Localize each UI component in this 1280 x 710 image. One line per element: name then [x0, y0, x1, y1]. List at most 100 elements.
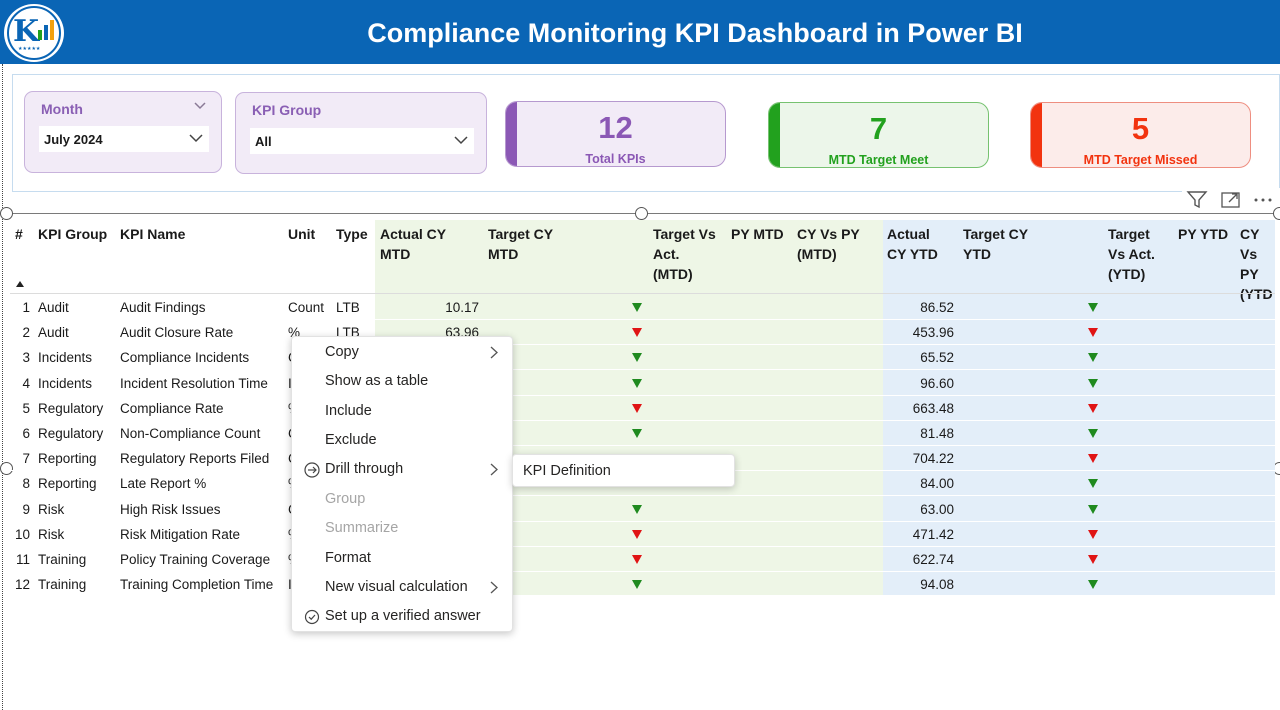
column-header-num[interactable]: #: [15, 226, 23, 242]
card-accent-bar: [1031, 103, 1042, 167]
svg-text:K: K: [13, 14, 40, 49]
resize-handle[interactable]: [1273, 207, 1280, 220]
menu-item-label: Group: [325, 491, 366, 507]
menu-item-label: Show as a table: [325, 373, 429, 389]
cell-num: 10: [14, 526, 30, 542]
sort-ascending-icon[interactable]: [16, 281, 24, 287]
drill-through-submenu-kpi-definition[interactable]: KPI Definition: [512, 454, 735, 487]
svg-text:★★★★★: ★★★★★: [18, 46, 41, 52]
cell-kpi-group: Regulatory: [38, 400, 104, 416]
table-row[interactable]: 4 Incidents Incident Resolution Time I 96.60: [10, 371, 1275, 396]
cell-unit: I: [288, 577, 292, 593]
column-header-target-cy-ytd[interactable]: Target CY YTD: [963, 224, 1028, 264]
cell-actual-cy-mtd: 10.17: [445, 300, 479, 315]
cell-actual-cy-ytd: 663.48: [912, 400, 954, 416]
more-options-icon[interactable]: [1252, 190, 1274, 210]
cell-kpi-name: Audit Findings: [120, 300, 206, 315]
header-line-2: YTD: [963, 246, 991, 262]
target-met-icon: [1088, 378, 1098, 388]
target-met-icon: [632, 378, 642, 388]
header-line-3: (MTD): [653, 266, 693, 282]
cell-num: 7: [22, 451, 30, 467]
cell-kpi-group: Reporting: [38, 476, 97, 492]
header-line-2: PY: [1240, 266, 1259, 282]
header-line-1: Actual: [887, 226, 930, 242]
cell-kpi-name: Late Report %: [120, 476, 207, 492]
menu-item-copy[interactable]: Copy: [292, 338, 512, 367]
total-kpis-card: 12 Total KPIs: [505, 101, 726, 167]
column-header-target-vs-act-ytd[interactable]: Target Vs Act. (YTD): [1108, 224, 1155, 284]
column-header-py-ytd[interactable]: PY YTD: [1178, 226, 1229, 242]
chevron-down-icon[interactable]: [193, 100, 207, 112]
card-value: 12: [598, 110, 633, 145]
resize-handle[interactable]: [0, 462, 13, 475]
column-header-target-cy-mtd[interactable]: Target CY MTD: [488, 224, 553, 264]
target-missed-icon: [1088, 403, 1098, 413]
header-line-1: Target: [1108, 226, 1150, 242]
cell-actual-cy-ytd: 81.48: [920, 426, 954, 441]
column-header-cy-vs-py-mtd[interactable]: CY Vs PY (MTD): [797, 224, 860, 264]
header-line-1: CY Vs: [1240, 226, 1260, 262]
chevron-right-icon: [490, 581, 498, 594]
column-header-kpi-name[interactable]: KPI Name: [120, 226, 186, 242]
menu-item-new-visual-calculation[interactable]: New visual calculation: [292, 573, 512, 602]
header-line-1: Target CY: [963, 226, 1029, 242]
menu-item-format[interactable]: Format: [292, 544, 512, 573]
resize-handle[interactable]: [0, 207, 13, 220]
cell-actual-cy-ytd: 96.60: [920, 375, 954, 391]
menu-item-set-up-a-verified-answer[interactable]: Set up a verified answer: [292, 602, 512, 631]
target-met-icon: [632, 303, 642, 312]
menu-item-label: Copy: [325, 344, 359, 360]
column-header-py-mtd[interactable]: PY MTD: [731, 226, 784, 242]
cell-num: 3: [22, 350, 30, 366]
menu-item-label: Set up a verified answer: [325, 608, 481, 624]
cell-kpi-group: Incidents: [38, 350, 93, 366]
column-header-unit[interactable]: Unit: [288, 226, 316, 242]
target-missed-icon: [632, 328, 642, 338]
column-header-actual-cy-ytd[interactable]: Actual CY YTD: [887, 224, 938, 264]
kpi-group-dropdown[interactable]: All: [250, 128, 474, 154]
menu-item-exclude[interactable]: Exclude: [292, 426, 512, 455]
filter-panel: Month July 2024 KPI Group All 12 Total K…: [12, 74, 1280, 192]
filter-icon[interactable]: [1186, 190, 1208, 210]
table-row[interactable]: 12 Training Training Completion Time I 94.08: [10, 572, 1275, 598]
menu-item-summarize: Summarize: [292, 514, 512, 543]
card-label: Total KPIs: [585, 152, 646, 166]
cell-actual-cy-ytd: 63.00: [920, 501, 954, 517]
column-header-actual-cy-mtd[interactable]: Actual CY MTD: [380, 224, 446, 264]
header-line-2: (MTD): [797, 246, 837, 262]
cell-kpi-group: Incidents: [38, 375, 93, 391]
focus-mode-icon[interactable]: [1220, 190, 1242, 210]
column-header-target-vs-act-mtd[interactable]: Target Vs Act. (MTD): [653, 224, 716, 284]
card-value: 7: [869, 111, 888, 146]
target-missed-icon: [632, 529, 642, 539]
month-dropdown[interactable]: July 2024: [39, 126, 209, 152]
column-header-type[interactable]: Type: [336, 226, 368, 242]
cell-kpi-group: Risk: [38, 526, 65, 542]
cell-actual-cy-ytd: 704.22: [912, 451, 954, 467]
target-missed-icon: [1088, 529, 1098, 539]
resize-handle[interactable]: [635, 207, 648, 220]
drill-through-icon: [304, 462, 320, 478]
cell-kpi-group: Reporting: [38, 451, 97, 467]
menu-item-include[interactable]: Include: [292, 397, 512, 426]
column-header-kpi-group[interactable]: KPI Group: [38, 226, 108, 242]
menu-item-show-as-a-table[interactable]: Show as a table: [292, 367, 512, 396]
target-met-icon: [1088, 429, 1098, 438]
column-header-cy-vs-py-ytd[interactable]: CY Vs PY (YTD: [1240, 224, 1280, 304]
cell-kpi-name: Compliance Rate: [120, 400, 224, 416]
chevron-down-icon: [189, 134, 203, 143]
table-row[interactable]: 1 Audit Audit Findings Count LTB 10.17 86.52: [10, 295, 1275, 320]
cell-actual-cy-ytd: 84.00: [920, 476, 954, 492]
logo-icon: K ★★★★★: [7, 6, 61, 60]
menu-item-drill-through[interactable]: Drill through: [292, 455, 512, 484]
table-row[interactable]: 2 Audit Audit Closure Rate% LTB 63.96 453.96: [10, 320, 1275, 346]
chevron-right-icon: [490, 346, 498, 359]
